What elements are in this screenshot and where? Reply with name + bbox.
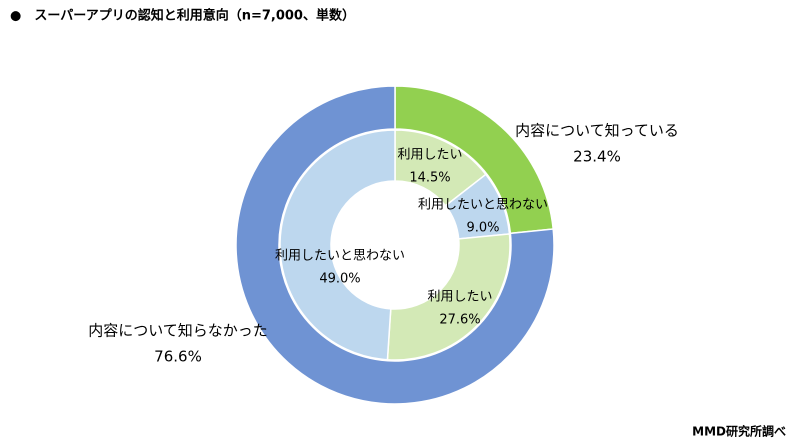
value-label: 76.6% <box>154 348 202 366</box>
segment-label: 利用したい <box>427 290 492 305</box>
segment-label: 利用したいと思わない <box>418 198 548 213</box>
donut-segment <box>279 129 396 361</box>
value-label: 27.6% <box>439 313 480 328</box>
donut-segment <box>235 85 555 405</box>
segment-label: 利用したいと思わない <box>275 249 405 264</box>
value-label: 49.0% <box>319 272 360 287</box>
chart-title: ● スーパーアプリの認知と利用意向（n=7,000、単数） <box>10 8 355 24</box>
segment-label: 利用したい <box>397 148 462 163</box>
segment-label: 内容について知っている <box>515 122 679 140</box>
source-note: MMD研究所調べ <box>692 424 786 439</box>
donut-segment <box>386 233 511 361</box>
value-label: 23.4% <box>573 148 621 166</box>
value-label: 14.5% <box>409 171 450 186</box>
segment-label: 内容について知らなかった <box>88 322 268 340</box>
value-label: 9.0% <box>466 221 499 236</box>
